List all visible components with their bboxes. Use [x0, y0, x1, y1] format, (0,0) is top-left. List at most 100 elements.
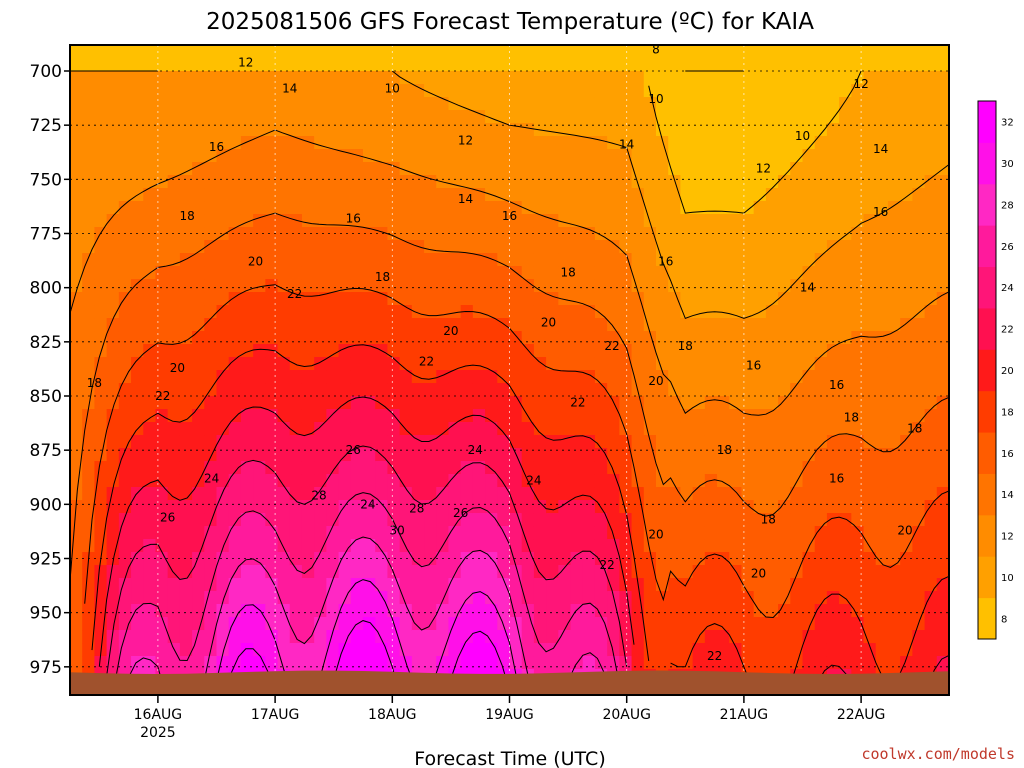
temperature-cell [900, 71, 913, 85]
temperature-cell [594, 123, 608, 137]
temperature-cell [546, 305, 559, 319]
temperature-cell [863, 422, 877, 436]
temperature-cell [82, 253, 96, 267]
temperature-cell [826, 513, 840, 527]
temperature-cell [765, 110, 779, 124]
temperature-cell [753, 123, 767, 137]
temperature-cell [680, 266, 694, 280]
temperature-cell [912, 84, 926, 98]
temperature-cell [143, 630, 157, 644]
temperature-cell [936, 357, 949, 371]
temperature-cell [814, 565, 828, 579]
temperature-cell [912, 578, 926, 592]
temperature-cell [582, 253, 596, 267]
temperature-cell [863, 240, 877, 254]
temperature-cell [326, 266, 340, 280]
temperature-cell [82, 188, 96, 202]
temperature-cell [546, 175, 559, 189]
temperature-cell [765, 279, 779, 293]
temperature-cell [314, 500, 327, 514]
temperature-cell [887, 344, 901, 358]
temperature-cell [875, 227, 889, 241]
temperature-cell [887, 370, 901, 384]
temperature-cell [411, 474, 425, 488]
temperature-cell [240, 240, 254, 254]
temperature-cell [375, 656, 389, 670]
temperature-cell [875, 500, 889, 514]
temperature-cell [228, 526, 242, 540]
temperature-cell [338, 305, 352, 319]
temperature-cell [106, 331, 120, 345]
temperature-cell [387, 357, 401, 371]
temperature-cell [106, 435, 120, 449]
temperature-cell [118, 656, 132, 670]
temperature-cell [863, 630, 877, 644]
temperature-cell [253, 71, 266, 85]
temperature-cell [765, 435, 779, 449]
temperature-cell [558, 344, 572, 358]
temperature-cell [338, 318, 352, 332]
temperature-cell [582, 591, 596, 605]
temperature-cell [863, 266, 877, 280]
temperature-cell [448, 422, 462, 436]
temperature-cell [472, 162, 486, 176]
temperature-cell [594, 214, 608, 228]
temperature-cell [277, 136, 291, 150]
temperature-cell [912, 500, 926, 514]
temperature-cell [253, 84, 266, 98]
temperature-cell [301, 58, 315, 72]
temperature-cell [826, 643, 840, 657]
temperature-cell [851, 110, 865, 124]
temperature-cell [521, 435, 535, 449]
temperature-cell [875, 318, 889, 332]
temperature-cell [363, 188, 376, 202]
temperature-cell [167, 435, 181, 449]
temperature-cell [179, 435, 193, 449]
temperature-cell [570, 513, 584, 527]
temperature-cell [765, 448, 779, 462]
temperature-cell [582, 578, 596, 592]
temperature-cell [533, 435, 547, 449]
temperature-cell [533, 344, 547, 358]
temperature-cell [692, 123, 706, 137]
temperature-cell [826, 604, 840, 618]
temperature-cell [851, 136, 865, 150]
temperature-cell [717, 526, 730, 540]
temperature-cell [204, 435, 218, 449]
temperature-cell [875, 487, 889, 501]
temperature-cell [533, 487, 547, 501]
temperature-cell [228, 513, 242, 527]
temperature-cell [131, 578, 144, 592]
temperature-cell [826, 357, 840, 371]
temperature-cell [314, 565, 327, 579]
temperature-cell [790, 110, 804, 124]
contour-label: 12 [853, 77, 868, 91]
temperature-cell [204, 136, 218, 150]
temperature-cell [851, 266, 865, 280]
temperature-cell [887, 188, 901, 202]
temperature-cell [936, 292, 949, 306]
temperature-cell [619, 435, 633, 449]
temperature-cell [70, 45, 83, 59]
temperature-cell [668, 591, 682, 605]
temperature-cell [94, 513, 108, 527]
temperature-cell [350, 552, 364, 566]
temperature-cell [204, 84, 218, 98]
temperature-cell [875, 45, 889, 59]
temperature-cell [106, 97, 120, 111]
temperature-cell [704, 409, 718, 423]
y-tick-label: 700 [30, 62, 62, 82]
temperature-cell [179, 279, 193, 293]
temperature-cell [619, 331, 633, 345]
temperature-cell [240, 591, 254, 605]
temperature-cell [717, 617, 730, 631]
temperature-cell [643, 175, 657, 189]
temperature-cell [106, 305, 120, 319]
temperature-cell [875, 630, 889, 644]
temperature-cell [839, 58, 852, 72]
temperature-cell [887, 461, 901, 475]
temperature-cell [460, 344, 474, 358]
temperature-cell [533, 110, 547, 124]
temperature-cell [765, 604, 779, 618]
temperature-cell [265, 396, 279, 410]
